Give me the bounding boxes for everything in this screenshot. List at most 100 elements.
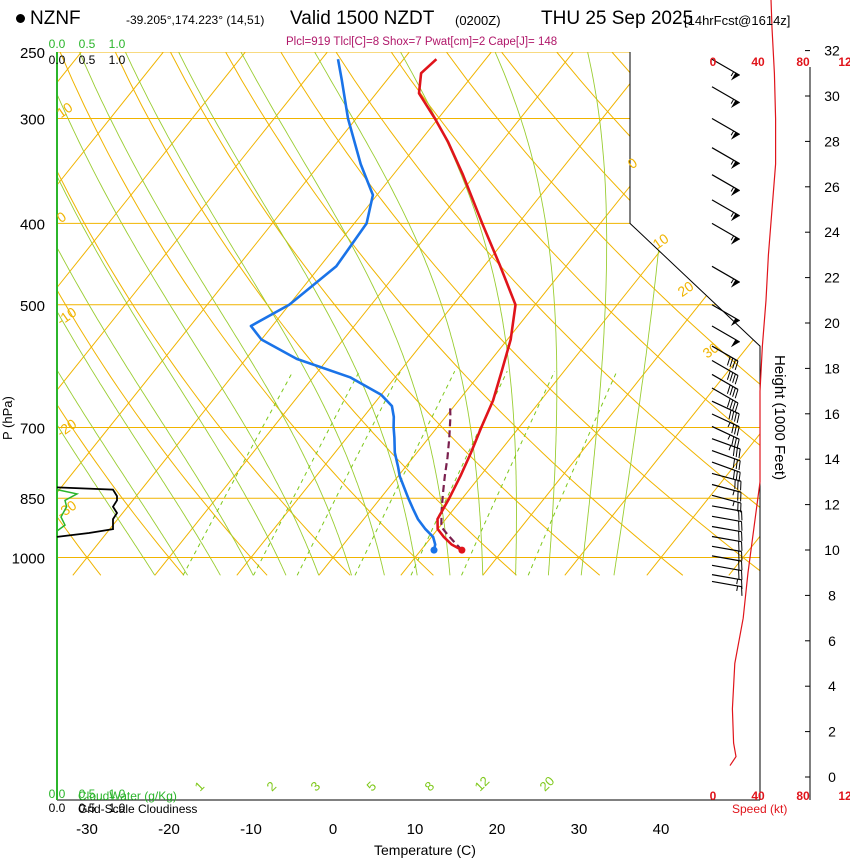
wind-barb	[711, 265, 741, 288]
moist-adiabat-line	[613, 52, 670, 576]
mixing-ratio-line	[354, 370, 456, 576]
cloud-water-tick: 0.0	[49, 37, 66, 51]
wind-barb	[711, 400, 740, 423]
wind-barb	[711, 199, 741, 222]
isotherm-label: 0	[625, 154, 641, 172]
height-tick-label: 32	[824, 43, 840, 59]
wind-barb	[711, 564, 743, 580]
wind-barb	[711, 555, 743, 571]
moist-adiabat-line	[72, 52, 353, 576]
wind-barb	[711, 535, 743, 551]
stability-indices: Plcl=919 Tlcl[C]=8 Shox=7 Pwat[cm]=2 Cap…	[286, 36, 558, 48]
mixing-ratio-line	[527, 370, 618, 576]
isotherm-line	[57, 52, 176, 576]
y-axis-label: P (hPa)	[0, 396, 15, 440]
x-axis-label: Temperature (C)	[374, 842, 476, 858]
wind-barb	[711, 413, 740, 436]
moist-adiabat-line	[391, 52, 517, 576]
speed-tick-label: 12	[838, 789, 850, 803]
pressure-tick-label: 300	[20, 111, 45, 128]
x-tick-label: -10	[240, 821, 262, 838]
wind-barb	[711, 525, 743, 541]
surface-temp-marker	[458, 546, 466, 554]
moist-adiabat-line	[170, 52, 418, 576]
pressure-tick-label: 500	[20, 298, 45, 315]
isotherm-line	[400, 52, 760, 576]
pressure-tick-label: 1000	[12, 551, 45, 568]
moist-adiabat-line	[57, 52, 188, 576]
cloud-water-tick: 1.0	[109, 787, 126, 801]
dry-adiabat-line	[59, 52, 434, 576]
moist-adiabat-line	[57, 52, 221, 576]
dry-adiabat-line	[611, 52, 760, 576]
moist-adiabat-line	[57, 52, 320, 576]
cloud-water-tick: 0.5	[79, 37, 96, 51]
speed-profile-line	[729, 0, 777, 766]
dry-adiabat-line	[225, 52, 684, 576]
mixing-ratio-label: 3	[308, 778, 324, 794]
dry-adiabat-line	[57, 52, 102, 576]
isotherm-line	[482, 52, 760, 576]
isotherm-line	[57, 52, 258, 576]
isotherm-line	[236, 52, 668, 576]
pressure-tick-label: 700	[20, 420, 45, 437]
x-tick-label: 0	[329, 821, 337, 838]
cloudiness-tick: 1.0	[109, 53, 126, 67]
wind-barb	[711, 345, 739, 371]
mixing-ratio-label: 5	[364, 778, 380, 794]
x-tick-label: -30	[76, 821, 98, 838]
mixing-ratio-line	[182, 370, 294, 576]
isotherm-line	[564, 52, 760, 576]
dry-adiabat-line	[114, 52, 517, 576]
temperature-trace	[417, 58, 517, 552]
dry-adiabat-line	[390, 52, 760, 576]
wind-barb	[711, 449, 741, 470]
wind-barb	[711, 425, 740, 449]
pressure-tick-label: 250	[20, 45, 45, 62]
isotherm-line	[57, 52, 94, 576]
height-tick-label: 6	[828, 633, 836, 649]
wind-barb	[711, 86, 741, 109]
isotherm-line	[646, 52, 760, 576]
height-tick-label: 28	[824, 133, 840, 149]
wind-barb	[711, 472, 742, 491]
height-tick-label: 26	[824, 179, 840, 195]
plot-border-right	[629, 52, 761, 800]
x-tick-label: 20	[489, 821, 506, 838]
dry-adiabat-line	[445, 52, 760, 576]
wind-barb	[711, 505, 743, 521]
x-tick-label: 10	[407, 821, 424, 838]
cloudiness-tick: 0.5	[79, 801, 96, 815]
cloudiness-tick: 0.0	[49, 801, 66, 815]
mixing-ratio-label: 2	[264, 778, 280, 794]
station-name: NZNF	[30, 8, 81, 29]
isotherm-label: 20	[675, 278, 697, 300]
speed-tick-label: 80	[796, 55, 810, 69]
isotherm-line	[811, 37, 850, 575]
dry-adiabat-line	[280, 52, 760, 576]
station-coords: -39.205°,174.223° (14,51)	[126, 13, 265, 27]
dry-adiabat-line	[169, 52, 601, 576]
station-dot-icon	[16, 14, 25, 23]
dry-adiabat-line	[0, 52, 18, 575]
speed-tick-label: 12	[838, 55, 850, 69]
speed-axis-label: Speed (kt)	[732, 802, 788, 816]
mixing-ratio-label: 1	[192, 778, 208, 794]
wind-barb	[711, 438, 741, 459]
moist-adiabat-line	[57, 52, 287, 576]
wind-barb	[711, 117, 741, 140]
wind-barb	[711, 222, 741, 245]
cloud-water-legend: CloudWater (g/Kg)	[78, 789, 177, 803]
dry-adiabat-line	[57, 52, 185, 576]
cloud-water-profile	[56, 488, 80, 532]
isotherm-label: 10	[650, 230, 672, 252]
speed-tick-label: 0	[710, 55, 717, 69]
wind-barb	[711, 359, 739, 385]
isotherm-line	[728, 52, 760, 576]
dry-adiabat-line	[335, 52, 760, 576]
height-tick-label: 4	[828, 678, 836, 694]
cloudiness-tick: 1.0	[109, 801, 126, 815]
height-tick-label: 18	[824, 360, 840, 376]
wind-barb	[711, 147, 741, 169]
